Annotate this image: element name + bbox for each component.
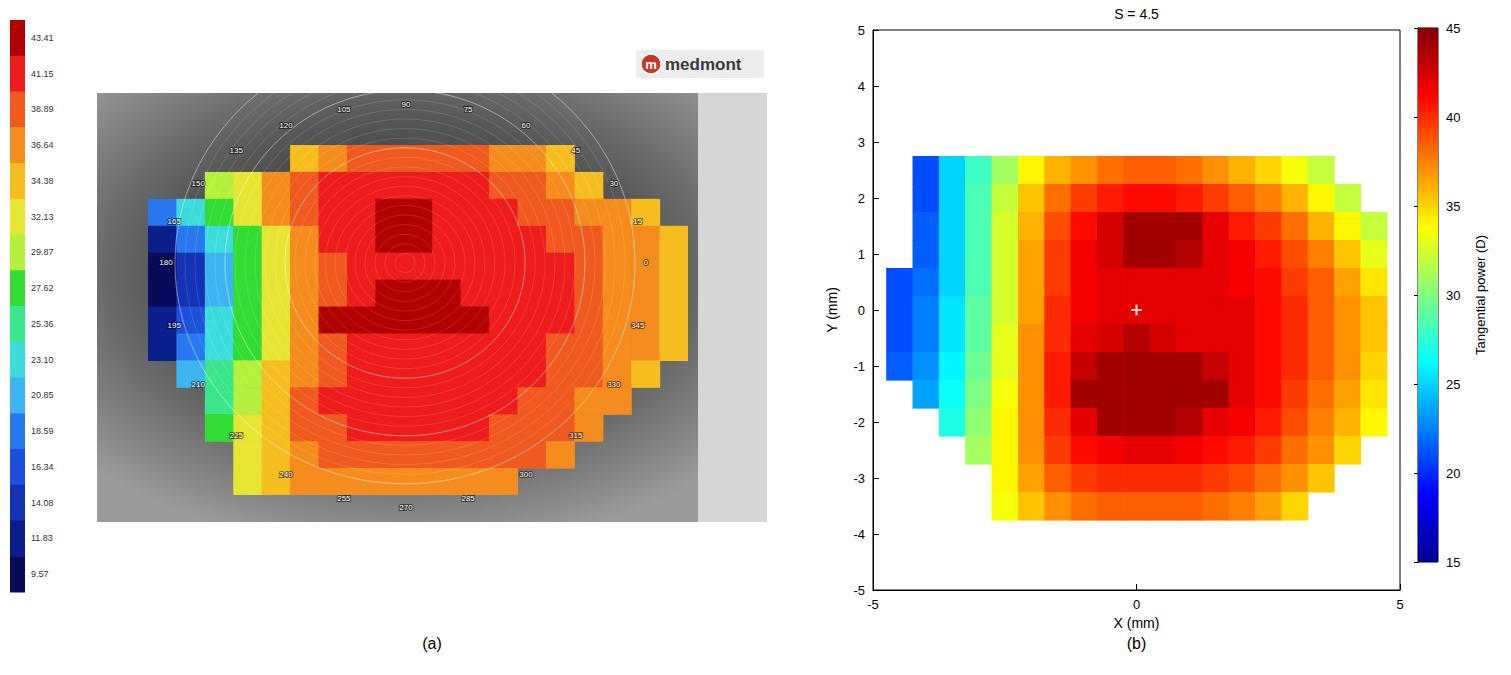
svg-text:4: 4 — [858, 79, 865, 94]
svg-text:285: 285 — [461, 494, 475, 503]
svg-text:-1: -1 — [853, 359, 865, 374]
svg-text:210: 210 — [191, 380, 205, 389]
svg-text:25: 25 — [1446, 377, 1460, 392]
svg-text:43.41: 43.41 — [31, 33, 54, 43]
svg-text:330: 330 — [607, 380, 621, 389]
svg-text:29.87: 29.87 — [31, 247, 54, 257]
svg-text:5: 5 — [858, 23, 865, 38]
svg-text:255: 255 — [337, 494, 351, 503]
svg-text:165: 165 — [167, 217, 181, 226]
svg-text:-5: -5 — [853, 583, 865, 598]
svg-text:15: 15 — [633, 217, 642, 226]
svg-text:41.15: 41.15 — [31, 69, 54, 79]
svg-text:Tangential power (D): Tangential power (D) — [1473, 235, 1488, 355]
svg-text:-3: -3 — [853, 471, 865, 486]
svg-text:23.10: 23.10 — [31, 355, 54, 365]
svg-text:m: m — [645, 57, 657, 72]
svg-text:Y (mm): Y (mm) — [824, 287, 840, 333]
svg-text:270: 270 — [399, 503, 413, 512]
svg-text:X (mm): X (mm) — [1114, 615, 1160, 631]
svg-text:32.13: 32.13 — [31, 212, 54, 222]
svg-text:135: 135 — [230, 146, 244, 155]
svg-text:75: 75 — [464, 105, 473, 114]
svg-text:5: 5 — [1396, 597, 1403, 612]
svg-text:150: 150 — [191, 179, 205, 188]
svg-text:105: 105 — [337, 105, 351, 114]
svg-text:34.38: 34.38 — [31, 176, 54, 186]
svg-text:medmont: medmont — [665, 55, 742, 74]
svg-text:25.36: 25.36 — [31, 319, 54, 329]
svg-text:-2: -2 — [853, 415, 865, 430]
svg-text:27.62: 27.62 — [31, 283, 54, 293]
svg-text:45: 45 — [1446, 21, 1460, 36]
svg-text:30: 30 — [609, 179, 618, 188]
svg-text:2: 2 — [858, 191, 865, 206]
svg-text:40: 40 — [1446, 110, 1460, 125]
svg-text:195: 195 — [167, 321, 181, 330]
svg-text:45: 45 — [571, 146, 580, 155]
svg-text:15: 15 — [1446, 555, 1460, 570]
svg-text:11.83: 11.83 — [31, 533, 53, 543]
svg-text:16.34: 16.34 — [31, 462, 54, 472]
svg-text:18.59: 18.59 — [31, 426, 54, 436]
svg-text:(b): (b) — [1127, 635, 1147, 652]
svg-text:-4: -4 — [853, 527, 865, 542]
svg-text:20.85: 20.85 — [31, 390, 54, 400]
svg-text:S = 4.5: S = 4.5 — [1114, 6, 1159, 22]
svg-text:225: 225 — [230, 431, 244, 440]
svg-text:0: 0 — [1133, 597, 1140, 612]
svg-text:1: 1 — [858, 247, 865, 262]
svg-text:30: 30 — [1446, 288, 1460, 303]
svg-text:38.89: 38.89 — [31, 104, 54, 114]
svg-text:240: 240 — [279, 470, 293, 479]
svg-text:315: 315 — [569, 431, 583, 440]
svg-text:(a): (a) — [422, 635, 442, 652]
svg-text:0: 0 — [858, 303, 865, 318]
svg-text:60: 60 — [522, 121, 531, 130]
svg-text:14.08: 14.08 — [31, 498, 54, 508]
svg-text:36.64: 36.64 — [31, 140, 54, 150]
svg-text:3: 3 — [858, 135, 865, 150]
svg-text:9.57: 9.57 — [31, 569, 49, 579]
svg-text:120: 120 — [279, 121, 293, 130]
svg-text:90: 90 — [402, 100, 411, 109]
svg-text:345: 345 — [631, 321, 645, 330]
svg-text:35: 35 — [1446, 199, 1460, 214]
svg-text:20: 20 — [1446, 466, 1460, 481]
svg-text:0: 0 — [644, 258, 649, 267]
svg-text:-5: -5 — [867, 597, 879, 612]
svg-text:300: 300 — [519, 470, 533, 479]
svg-text:180: 180 — [159, 258, 173, 267]
